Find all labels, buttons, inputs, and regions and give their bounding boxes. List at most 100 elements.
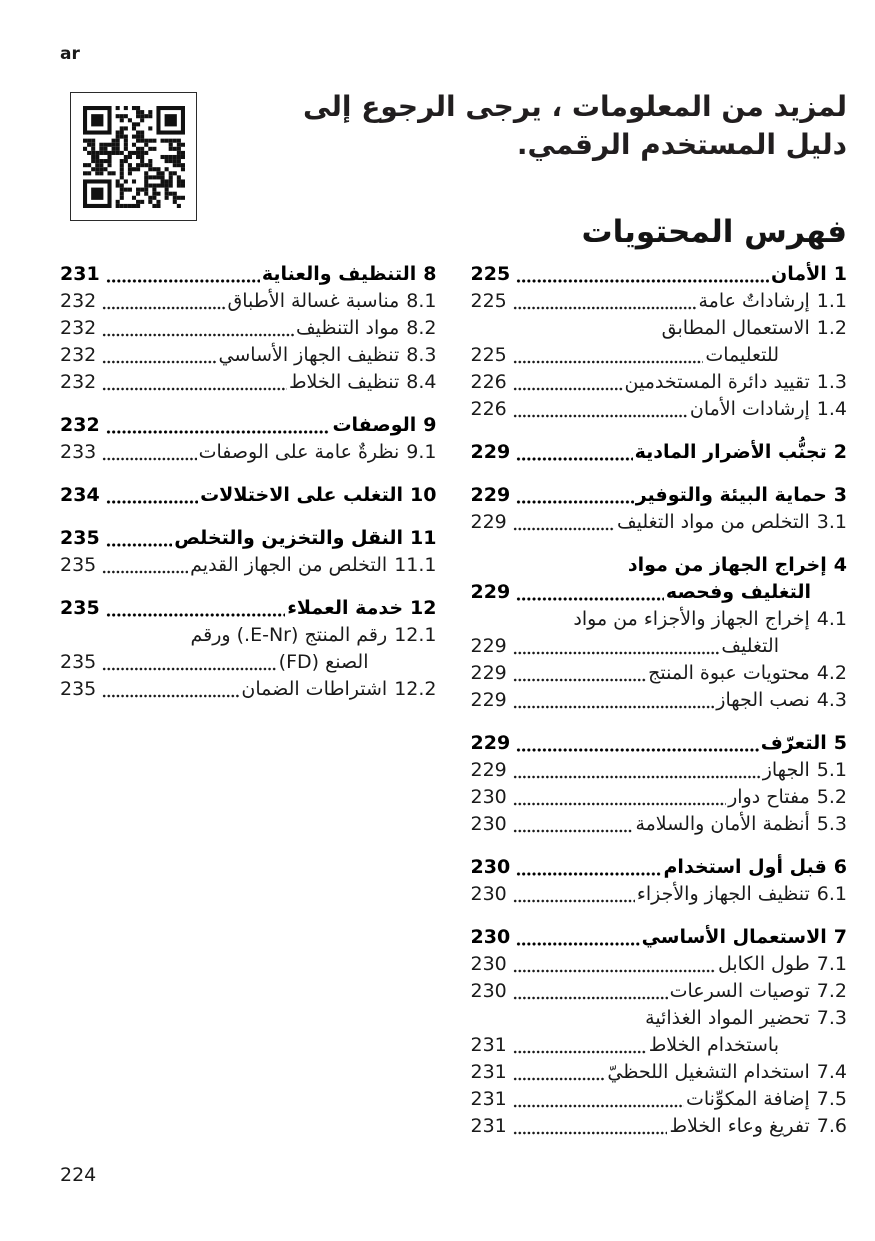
toc-column-1: 1 الأمان 225 1.1 إرشاداتٌ عامة 225 1.2 الاستعما…	[471, 261, 848, 1140]
footer-page-number: 224	[60, 1164, 97, 1186]
entry-title-continuation: الصنع (FD)	[278, 651, 369, 673]
entry-page-number: 229	[470, 689, 507, 711]
entry-page-number: 229	[470, 635, 507, 657]
entry-number: 6.1	[816, 883, 847, 905]
entry-title: استخدام التشغيل اللحظيّ	[607, 1061, 810, 1083]
entry-number: 1.3	[816, 371, 847, 393]
entry-page-number: 229	[470, 511, 507, 533]
entry-title: حماية البيئة والتوفير	[635, 484, 827, 506]
intro-heading-line2: دليل المستخدم الرقمي.	[516, 128, 847, 161]
toc-entry-8.2: 8.2 مواد التنظيف 232	[60, 315, 437, 342]
entry-title: تقييد دائرة المستخدمين	[624, 371, 810, 393]
qr-code-box	[70, 92, 197, 221]
dot-leader	[512, 801, 727, 807]
toc-entry-4.1: 4.1 إخراج الجهاز والأجزاء من مواد التغليف 2…	[471, 606, 848, 660]
entry-title: التنظيف والعناية	[261, 263, 417, 285]
toc-entry-11: 11 النقل والتخزين والتخلص 235	[60, 525, 437, 552]
entry-page-number: 229	[470, 732, 511, 754]
entry-number: 1.2	[816, 317, 847, 339]
toc-entry-7.1: 7.1 طول الكابل 230	[471, 951, 848, 978]
qr-code-icon	[82, 105, 185, 208]
entry-page-number: 234	[60, 484, 100, 506]
entry-number: 8.2	[406, 317, 437, 339]
entry-title: إخراج الجهاز من مواد	[627, 554, 827, 576]
entry-title: تنظيف الجهاز الأساسي	[218, 344, 400, 366]
toc-entry-5.2: 5.2 مفتاح دوار 230	[471, 784, 848, 811]
toc-entry-6: 6 قبل أول استخدام 230	[471, 854, 848, 881]
dot-leader	[512, 898, 635, 904]
entry-page-number: 226	[470, 371, 507, 393]
entry-title-continuation: باستخدام الخلاط	[648, 1034, 779, 1056]
entry-number: 9.1	[406, 441, 437, 463]
entry-page-number: 231	[470, 1061, 507, 1083]
dot-leader	[105, 278, 260, 284]
toc-entry-5.1: 5.1 الجهاز 229	[471, 757, 848, 784]
entry-page-number: 235	[60, 678, 97, 700]
entry-title-continuation: التغليف	[721, 635, 779, 657]
toc-entry-8: 8 التنظيف والعناية 231	[60, 261, 437, 288]
dot-leader	[512, 359, 704, 365]
entry-page-number: 232	[60, 371, 97, 393]
intro-heading-line1: لمزيد من المعلومات ، يرجى الرجوع إلى	[303, 90, 847, 123]
entry-number: 5.3	[816, 813, 847, 835]
entry-title: الجهاز	[762, 759, 810, 781]
entry-page-number: 229	[470, 581, 511, 603]
dot-leader	[512, 774, 761, 780]
dot-leader	[105, 499, 199, 505]
toc-entry-8.3: 8.3 تنظيف الجهاز الأساسي 232	[60, 342, 437, 369]
entry-page-number: 229	[470, 759, 507, 781]
entry-number: 7	[833, 926, 847, 948]
entry-title: قبل أول استخدام	[663, 856, 827, 878]
dot-leader	[516, 499, 634, 505]
dot-leader	[102, 359, 217, 365]
entry-page-number: 225	[470, 290, 507, 312]
dot-leader	[105, 542, 173, 548]
entry-page-number: 232	[60, 344, 97, 366]
entry-title: تنظيف الخلاط	[288, 371, 400, 393]
dot-leader	[512, 1130, 668, 1136]
entry-number: 5	[833, 732, 847, 754]
entry-number: 4.3	[816, 689, 847, 711]
dot-leader	[512, 413, 688, 419]
entry-page-number: 229	[470, 662, 507, 684]
toc-entry-7: 7 الاستعمال الأساسي 230	[471, 924, 848, 951]
dot-leader	[512, 995, 668, 1001]
dot-leader	[512, 704, 715, 710]
entry-title: إرشاداتٌ عامة	[698, 290, 810, 312]
dot-leader	[516, 278, 769, 284]
entry-title: التعرّف	[760, 732, 827, 754]
entry-page-number: 230	[470, 786, 507, 808]
entry-number: 7.4	[816, 1061, 847, 1083]
toc-entry-4.3: 4.3 نصب الجهاز 229	[471, 687, 848, 714]
toc-entry-4: 4 إخراج الجهاز من مواد التغليف وفحصه 229	[471, 552, 848, 606]
toc-entry-7.5: 7.5 إضافة المكوِّنات 231	[471, 1086, 848, 1113]
entry-page-number: 231	[60, 263, 100, 285]
entry-page-number: 231	[470, 1034, 507, 1056]
toc-title: فهرس المحتويات	[581, 214, 847, 250]
entry-title: طول الكابل	[717, 953, 810, 975]
dot-leader	[102, 666, 277, 672]
entry-title: الاستعمال المطابق	[661, 317, 810, 339]
toc-entry-1: 1 الأمان 225	[471, 261, 848, 288]
entry-page-number: 230	[470, 856, 511, 878]
entry-page-number: 232	[60, 290, 97, 312]
dot-leader	[512, 650, 720, 656]
dot-leader	[516, 596, 664, 602]
toc-entry-11.1: 11.1 التخلص من الجهاز القديم 235	[60, 552, 437, 579]
dot-leader	[512, 1076, 606, 1082]
entry-number: 8.1	[406, 290, 437, 312]
entry-number: 5.1	[816, 759, 847, 781]
entry-page-number: 229	[470, 484, 511, 506]
entry-number: 1	[833, 263, 847, 285]
dot-leader	[102, 332, 294, 338]
language-label: ar	[60, 44, 80, 64]
entry-title: تحضير المواد الغذائية	[645, 1007, 810, 1029]
entry-number: 1.4	[816, 398, 847, 420]
entry-title: اشتراطات الضمان	[241, 678, 388, 700]
dot-leader	[516, 871, 662, 877]
entry-number: 7.2	[816, 980, 847, 1002]
toc-entry-9.1: 9.1 نظرةٌ عامة على الوصفات 233	[60, 439, 437, 466]
entry-title: الاستعمال الأساسي	[641, 926, 827, 948]
toc-entry-10: 10 التغلب على الاختلالات 234	[60, 482, 437, 509]
toc-entry-8.1: 8.1 مناسبة غسالة الأطباق 232	[60, 288, 437, 315]
